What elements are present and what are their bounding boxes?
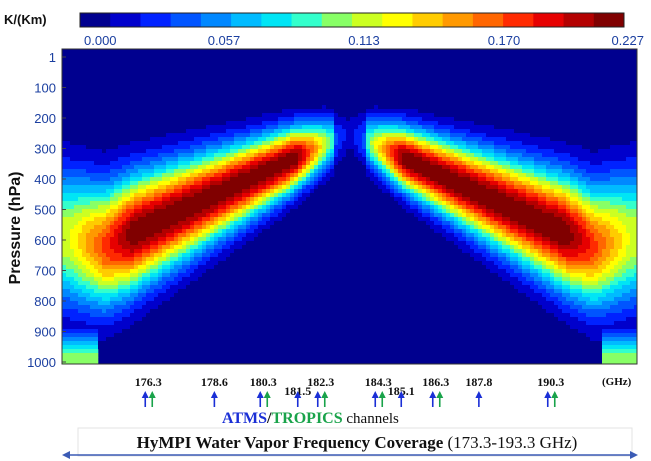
- heatmap-area: [62, 49, 637, 364]
- x-tick-label: 187.8: [465, 375, 492, 389]
- x-tick-label: 190.3: [537, 375, 564, 389]
- colorbar-tick-label: 0.113: [348, 33, 380, 48]
- tropics-arrow-head: [321, 391, 329, 398]
- legend-atms: ATMS: [222, 410, 267, 427]
- legend-suffix: channels: [343, 411, 399, 427]
- atms-arrow-head: [475, 391, 483, 398]
- footer-title-bold: HyMPI Water Vapor Frequency Coverage: [137, 433, 444, 452]
- y-tick-label: 1: [49, 50, 56, 65]
- plot-frame: [61, 48, 638, 365]
- atms-arrow-head: [544, 391, 552, 398]
- tropics-arrow-head: [551, 391, 559, 398]
- atms-arrow-head: [429, 391, 437, 398]
- x-tick-label: 186.3: [422, 375, 449, 389]
- colorbar: [79, 12, 625, 28]
- colorbar-swatch: [110, 13, 141, 27]
- colorbar-tick-label: 0.227: [611, 33, 644, 48]
- atms-arrow-head: [141, 391, 149, 398]
- colorbar-swatch: [170, 13, 202, 27]
- colorbar-swatch: [593, 13, 625, 27]
- atms-arrow-head: [371, 391, 379, 398]
- y-tick-label: 900: [34, 325, 56, 340]
- y-tick-label: 100: [34, 81, 56, 96]
- colorbar-swatch: [412, 13, 444, 27]
- colorbar-label: K/(Km): [4, 12, 47, 27]
- colorbar-swatch: [140, 13, 172, 27]
- atms-arrow-head: [397, 391, 405, 398]
- colorbar-swatch: [352, 13, 383, 27]
- colorbar-swatch: [321, 13, 353, 27]
- colorbar-swatch: [261, 13, 293, 27]
- colorbar-swatch: [291, 13, 323, 27]
- colorbar-frame: [79, 12, 625, 28]
- footer-title-range: (173.3-193.3 GHz): [443, 433, 577, 452]
- x-tick-label: 178.6: [201, 375, 228, 389]
- y-tick-label: 500: [34, 203, 56, 218]
- colorbar-swatch: [533, 13, 565, 27]
- y-axis-ticks: 1 100 200 300 400 500 600 700 800 900 1000: [27, 50, 66, 370]
- x-tick-label: 176.3: [135, 375, 162, 389]
- y-tick-label: 300: [34, 142, 56, 157]
- atms-arrow-head: [210, 391, 218, 398]
- legend-tropics: TROPICS: [272, 410, 343, 427]
- tropics-arrow-head: [263, 391, 271, 398]
- footer-box: [77, 427, 633, 457]
- y-tick-label: 700: [34, 264, 56, 279]
- y-tick-label: 800: [34, 294, 56, 309]
- frequency-range-arrow-left: [62, 451, 70, 459]
- x-tick-label: 180.3: [250, 375, 277, 389]
- frequency-range-arrow-right: [630, 451, 638, 459]
- y-tick-label: 1000: [27, 355, 56, 370]
- y-tick-label: 600: [34, 233, 56, 248]
- y-tick-label: 200: [34, 111, 56, 126]
- colorbar-swatch: [231, 13, 262, 27]
- colorbar-swatch: [563, 13, 595, 27]
- atms-arrow-head: [256, 391, 264, 398]
- colorbar-swatch: [200, 13, 232, 27]
- colorbar-tick-label: 0.057: [208, 33, 241, 48]
- tropics-arrow-head: [378, 391, 386, 398]
- y-axis-label: Pressure (hPa): [7, 172, 24, 285]
- colorbar-swatch: [382, 13, 413, 27]
- colorbar-swatch: [472, 13, 504, 27]
- x-unit-label: (GHz): [602, 376, 632, 388]
- x-tick-label: 184.3: [365, 375, 392, 389]
- channel-legend: ATMS/TROPICS channels: [222, 410, 399, 427]
- colorbar-tick-labels: 0.000 0.057 0.113 0.170 0.227: [84, 33, 644, 48]
- atms-arrow-head: [294, 391, 302, 398]
- y-tick-label: 400: [34, 172, 56, 187]
- colorbar-tick-label: 0.170: [488, 33, 521, 48]
- colorbar-swatch: [80, 13, 111, 27]
- channel-arrows: [141, 391, 559, 407]
- x-tick-label: 182.3: [307, 375, 334, 389]
- colorbar-swatch: [503, 13, 534, 27]
- tropics-arrow-head: [436, 391, 444, 398]
- tropics-arrow-head: [148, 391, 156, 398]
- colorbar-tick-label: 0.000: [84, 33, 117, 48]
- footer-title: HyMPI Water Vapor Frequency Coverage (17…: [137, 433, 578, 452]
- colorbar-swatch: [442, 13, 474, 27]
- legend-separator: /: [266, 410, 272, 427]
- atms-arrow-head: [314, 391, 322, 398]
- x-axis-ticks: 176.3178.6180.3181.5182.3184.3185.1186.3…: [135, 375, 565, 398]
